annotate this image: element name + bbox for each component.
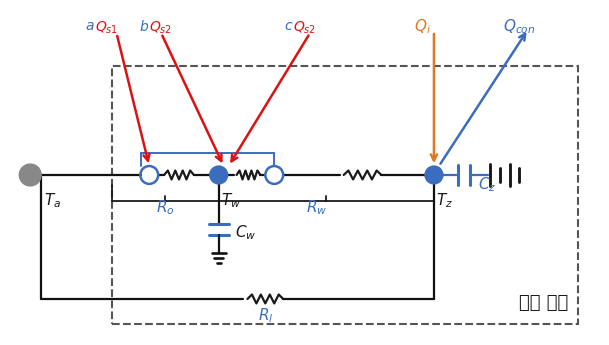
Text: $Q_{s1}$: $Q_{s1}$ [95,19,118,36]
Text: $a$: $a$ [85,19,95,33]
Text: $c$: $c$ [284,19,293,33]
Text: $Q_{s2}$: $Q_{s2}$ [293,19,316,36]
Text: $Q_{s2}$: $Q_{s2}$ [149,19,172,36]
Text: $b$: $b$ [139,19,149,34]
Text: $C_z$: $C_z$ [477,175,496,194]
Text: $Q_i$: $Q_i$ [414,17,431,36]
Circle shape [19,164,41,186]
Text: $R_w$: $R_w$ [306,199,327,217]
Text: $R_l$: $R_l$ [258,307,273,325]
Bar [111,66,578,324]
Text: $R_o$: $R_o$ [156,199,174,217]
Circle shape [425,166,443,184]
Text: $T_a$: $T_a$ [44,191,62,209]
Circle shape [209,166,228,184]
Text: $T_z$: $T_z$ [436,191,453,209]
Text: $Q_{con}$: $Q_{con}$ [504,17,536,36]
Text: $C_w$: $C_w$ [234,224,256,242]
Text: $T_w$: $T_w$ [220,191,241,209]
Text: 건물 부분: 건물 부분 [519,294,568,312]
